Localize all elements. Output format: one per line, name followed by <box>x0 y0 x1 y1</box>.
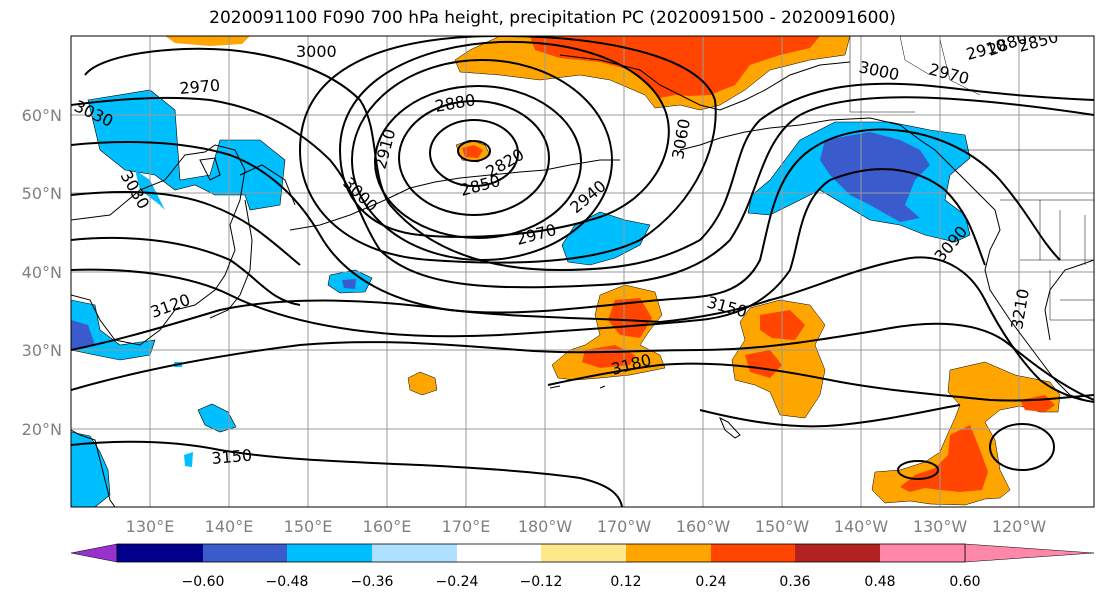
colorbar-tick: −0.12 <box>520 574 563 590</box>
lon-label: 130°W <box>913 517 968 536</box>
lat-label: 20°N <box>22 420 62 439</box>
colorbar-extend-high <box>964 543 1095 563</box>
colorbar-segment <box>711 544 795 562</box>
lon-label: 170°E <box>442 517 491 536</box>
colorbar-segment <box>880 544 965 562</box>
map-title: 2020091100 F090 700 hPa height, precipit… <box>209 8 896 28</box>
lon-label: 150°E <box>284 517 333 536</box>
lat-label: 40°N <box>22 263 62 282</box>
lon-label: 180°W <box>518 517 573 536</box>
lat-label: 60°N <box>22 106 62 125</box>
colorbar-tick: 0.60 <box>949 574 980 590</box>
latitude-labels: 60°N 50°N 40°N 30°N 20°N <box>22 106 62 439</box>
colorbar-segment <box>541 544 626 562</box>
precip-negative-regions <box>71 89 971 507</box>
contour-label: 3210 <box>1007 287 1033 330</box>
lon-label: 150°W <box>755 517 810 536</box>
colorbar-extend-low <box>70 543 118 563</box>
contour-label: 2970 <box>179 76 221 98</box>
colorbar-segment <box>795 544 880 562</box>
colorbar-tick: 0.48 <box>864 574 895 590</box>
colorbar-outline <box>116 543 966 563</box>
colorbar-segment <box>626 544 711 562</box>
map-frame <box>70 35 1095 508</box>
height-contours <box>71 36 1094 507</box>
contour-label: 2850 <box>1016 27 1060 56</box>
colorbar-tick: 0.24 <box>695 574 726 590</box>
colorbar: −0.60 −0.48 −0.36 −0.24 −0.12 0.12 0.24 … <box>70 543 1095 590</box>
lon-label: 170°W <box>597 517 652 536</box>
lon-label: 140°W <box>834 517 889 536</box>
map-plot-area: 3000 2970 3030 3030 2880 2910 2850 2820 … <box>71 27 1094 507</box>
contour-label: 3000 <box>857 57 901 84</box>
lon-label: 160°E <box>363 517 412 536</box>
contour-label: 3060 <box>668 117 694 160</box>
colorbar-segment <box>287 544 372 562</box>
lon-label: 120°W <box>992 517 1047 536</box>
colorbar-tick: −0.24 <box>436 574 479 590</box>
contour-label: 3150 <box>705 293 749 322</box>
contour-label: 2910 <box>371 127 400 171</box>
longitude-labels: 130°E 140°E 150°E 160°E 170°E 180°W 170°… <box>126 517 1047 536</box>
contour-label: 2880 <box>433 90 476 116</box>
lon-label: 140°E <box>205 517 254 536</box>
colorbar-segment <box>372 544 457 562</box>
lat-label: 30°N <box>22 341 62 360</box>
contour-label: 3000 <box>296 42 337 61</box>
colorbar-segment <box>457 544 541 562</box>
colorbar-tick: 0.12 <box>610 574 641 590</box>
lon-label: 130°E <box>126 517 175 536</box>
coastlines <box>71 54 1094 507</box>
colorbar-tick: −0.48 <box>266 574 309 590</box>
lat-label: 50°N <box>22 184 62 203</box>
lon-label: 160°W <box>676 517 731 536</box>
colorbar-segment <box>203 544 287 562</box>
colorbar-tick: −0.36 <box>351 574 394 590</box>
colorbar-segment <box>117 544 203 562</box>
colorbar-tick: 0.36 <box>779 574 810 590</box>
precip-positive-regions <box>165 36 1061 506</box>
contour-label: 2970 <box>927 60 971 89</box>
colorbar-tick: −0.60 <box>182 574 225 590</box>
graticule <box>71 36 1094 507</box>
contour-label: 3150 <box>211 446 253 468</box>
